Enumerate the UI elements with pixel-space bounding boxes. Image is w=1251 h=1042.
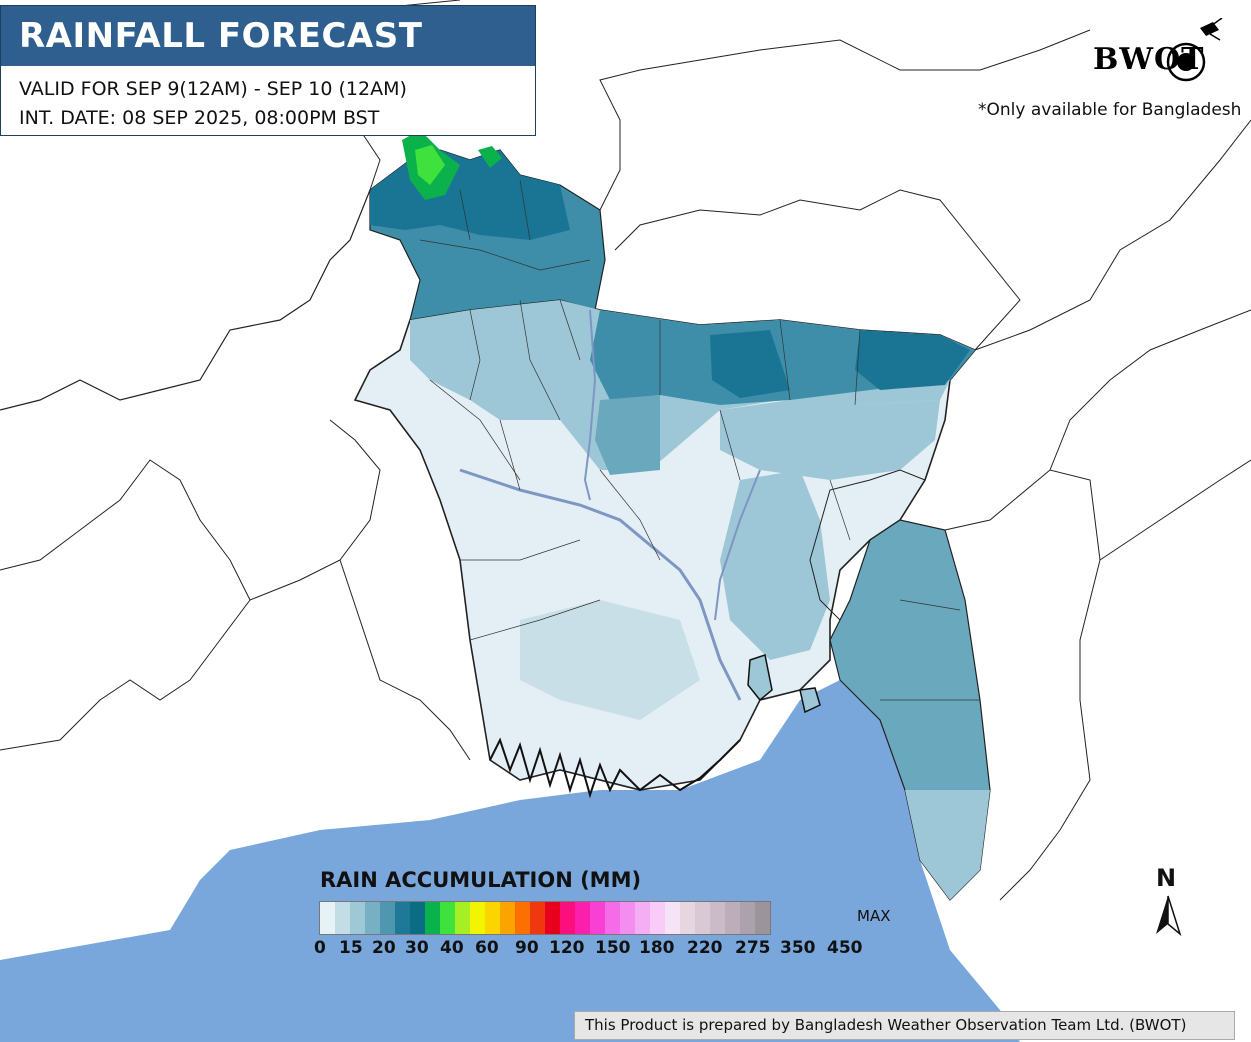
border-manipur <box>1049 309 1251 471</box>
legend-swatch <box>455 902 470 934</box>
sundarbans-coast <box>489 737 741 799</box>
border-tripura <box>809 469 926 621</box>
legend-tick-label: 275 <box>735 938 771 958</box>
legend-swatch <box>620 902 635 934</box>
border-mizoram <box>944 469 1101 901</box>
legend-tick-label: 150 <box>595 938 631 958</box>
legend-swatch <box>470 902 485 934</box>
legend-tick-label: 0 <box>314 938 326 958</box>
legend-swatch <box>320 902 335 934</box>
legend-color-bar <box>319 901 771 935</box>
legend-swatch <box>725 902 740 934</box>
east-lower <box>905 790 990 900</box>
legend-swatch <box>425 902 440 934</box>
legend-swatch <box>440 902 455 934</box>
legend-swatch <box>395 902 410 934</box>
legend-swatch <box>560 902 575 934</box>
north-darkest <box>370 150 570 240</box>
legend-swatch <box>665 902 680 934</box>
legend-swatch <box>605 902 620 934</box>
legend-swatch <box>500 902 515 934</box>
legend-tick-label: 180 <box>639 938 675 958</box>
legend-swatch <box>635 902 650 934</box>
northeast-darkest-1 <box>710 330 790 398</box>
legend-tick-label: 60 <box>475 938 499 958</box>
init-date-text: INT. DATE: 08 SEP 2025, 08:00PM BST <box>19 107 380 129</box>
north-label: N <box>1156 864 1177 892</box>
northeast-mid <box>720 400 940 480</box>
central-mid <box>595 395 660 475</box>
river-meghna <box>714 469 761 621</box>
bhola-island <box>747 654 773 702</box>
legend-tick-label: 20 <box>372 938 396 958</box>
south-central-light <box>520 600 700 720</box>
border-west-bengal-south <box>339 559 471 761</box>
legend-swatch <box>680 902 695 934</box>
sea <box>0 680 1020 1042</box>
logo-text: BWOT <box>1093 42 1205 77</box>
bwot-logo-icon <box>1166 18 1223 82</box>
legend-tick-label: 40 <box>440 938 464 958</box>
legend-swatch <box>590 902 605 934</box>
legend-swatch <box>545 902 560 934</box>
legend-swatch <box>410 902 425 934</box>
green-small <box>478 146 502 168</box>
legend-swatch <box>650 902 665 934</box>
legend-swatch <box>710 902 725 934</box>
legend-tick-label: 220 <box>687 938 723 958</box>
legend-tick-label: 15 <box>339 938 363 958</box>
page-title: RAINFALL FORECAST <box>1 6 535 66</box>
border-jharkhand <box>249 419 381 601</box>
legend-swatch <box>485 902 500 934</box>
legend-tick-label: 90 <box>515 938 539 958</box>
central-east <box>720 470 830 660</box>
legend-swatch <box>380 902 395 934</box>
legend-tick-label: 450 <box>827 938 863 958</box>
river-padma <box>459 468 742 701</box>
legend-swatch <box>740 902 755 934</box>
river-jamuna <box>583 309 597 501</box>
legend-tick-label: 30 <box>405 938 429 958</box>
north-arrow-icon <box>1156 895 1182 936</box>
border-assam <box>974 119 1251 351</box>
valid-for-text: VALID FOR SEP 9(12AM) - SEP 10 (12AM) <box>19 78 407 100</box>
legend-swatch <box>515 902 530 934</box>
border-bhutan <box>599 29 1091 211</box>
legend-title: RAIN ACCUMULATION (MM) <box>320 868 642 892</box>
legend-swatch <box>755 902 770 934</box>
availability-note: *Only available for Bangladesh <box>978 100 1242 120</box>
legend-swatch <box>695 902 710 934</box>
hatiya-island <box>799 687 821 714</box>
legend-swatch <box>365 902 380 934</box>
border-odisha <box>0 459 251 751</box>
legend-swatch <box>575 902 590 934</box>
northeast-darkest-2 <box>855 330 970 390</box>
legend-swatch <box>530 902 545 934</box>
green-core <box>415 145 445 185</box>
title-box: RAINFALL FORECAST VALID FOR SEP 9(12AM) … <box>0 5 536 136</box>
legend-max-label: MAX <box>857 907 891 925</box>
legend-swatch <box>335 902 350 934</box>
legend-swatch <box>350 902 365 934</box>
district-lines <box>419 179 980 701</box>
border-west-bengal <box>0 189 371 411</box>
legend-tick-label: 350 <box>780 938 816 958</box>
border-meghalaya <box>614 189 1021 351</box>
credit-bar: This Product is prepared by Bangladesh W… <box>574 1011 1235 1040</box>
legend-tick-label: 120 <box>549 938 585 958</box>
border-myanmar <box>1099 459 1251 561</box>
